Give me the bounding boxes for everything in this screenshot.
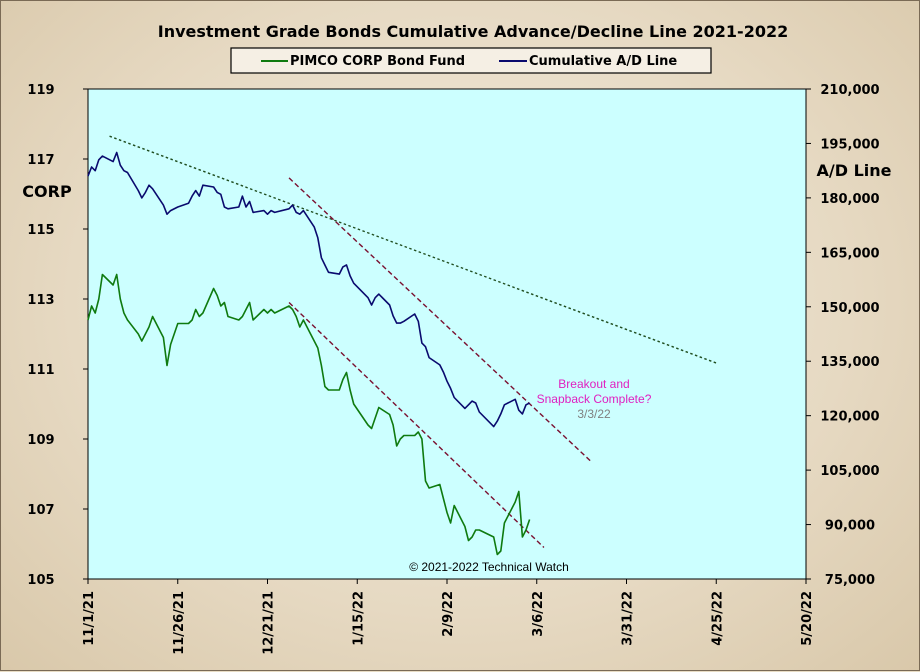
trendlines [109,135,717,549]
x-tick-label: 4/25/22 [710,591,725,646]
left-tick-label: 111 [27,363,54,378]
x-tick-label: 5/20/22 [800,591,815,646]
right-tick-label: 90,000 [825,519,875,534]
series-line-ad-line [87,151,530,428]
series-line-pimco [87,273,531,556]
left-tick-label: 119 [27,83,54,98]
right-tick-label: 120,000 [820,410,879,425]
legend: PIMCO CORP Bond Fund Cumulative A/D Line [230,47,712,74]
left-tick-label: 113 [27,293,54,308]
left-tick-label: 107 [27,503,54,518]
right-tick-label: 75,000 [825,573,875,588]
annotation-breakout-line2: Snapback Complete? [537,392,652,406]
legend-label-pimco: PIMCO CORP Bond Fund [290,54,465,69]
right-tick-label: 135,000 [820,355,879,370]
x-tick-label: 3/31/22 [621,591,636,646]
annotation-date: 3/3/22 [577,407,611,421]
legend-box [230,47,712,74]
left-tick-label: 105 [27,573,54,588]
right-axis-ticks: 75,000 90,000 105,000 120,000 135,000 150,000… [806,83,880,588]
series-lines [87,151,531,556]
right-tick-label: 180,000 [820,192,879,207]
right-axis-label: A/D Line [817,161,892,180]
copyright-text: © 2021-2022 Technical Watch [409,560,569,574]
plot-area [87,88,807,580]
chart-title: Investment Grade Bonds Cumulative Advanc… [158,22,788,41]
right-tick-label: 150,000 [820,301,879,316]
left-tick-label: 115 [27,223,54,238]
x-tick-label: 2/9/22 [441,591,456,637]
left-tick-label: 117 [27,153,54,168]
x-tick-label: 11/1/21 [82,591,97,646]
right-tick-label: 165,000 [820,246,879,261]
right-tick-label: 105,000 [820,464,879,479]
legend-label-ad-line: Cumulative A/D Line [529,54,677,69]
trendline-3 [288,301,545,549]
x-tick-label: 11/26/21 [172,591,187,655]
annotation-breakout-line1: Breakout and [558,377,629,391]
x-tick-label: 3/6/22 [531,591,546,637]
left-axis-ticks: 105 107 109 111 113 115 117 119 [27,83,88,588]
x-tick-label: 1/15/22 [351,591,366,646]
left-tick-label: 109 [27,433,54,448]
trendline-2 [288,177,592,462]
x-tick-label: 12/21/21 [262,591,277,655]
right-tick-label: 210,000 [820,83,879,98]
x-axis-ticks: 11/1/21 11/26/21 12/21/21 1/15/22 2/9/22 3/6/… [82,579,815,655]
left-axis-label: CORP [22,182,72,201]
right-tick-label: 195,000 [820,137,879,152]
